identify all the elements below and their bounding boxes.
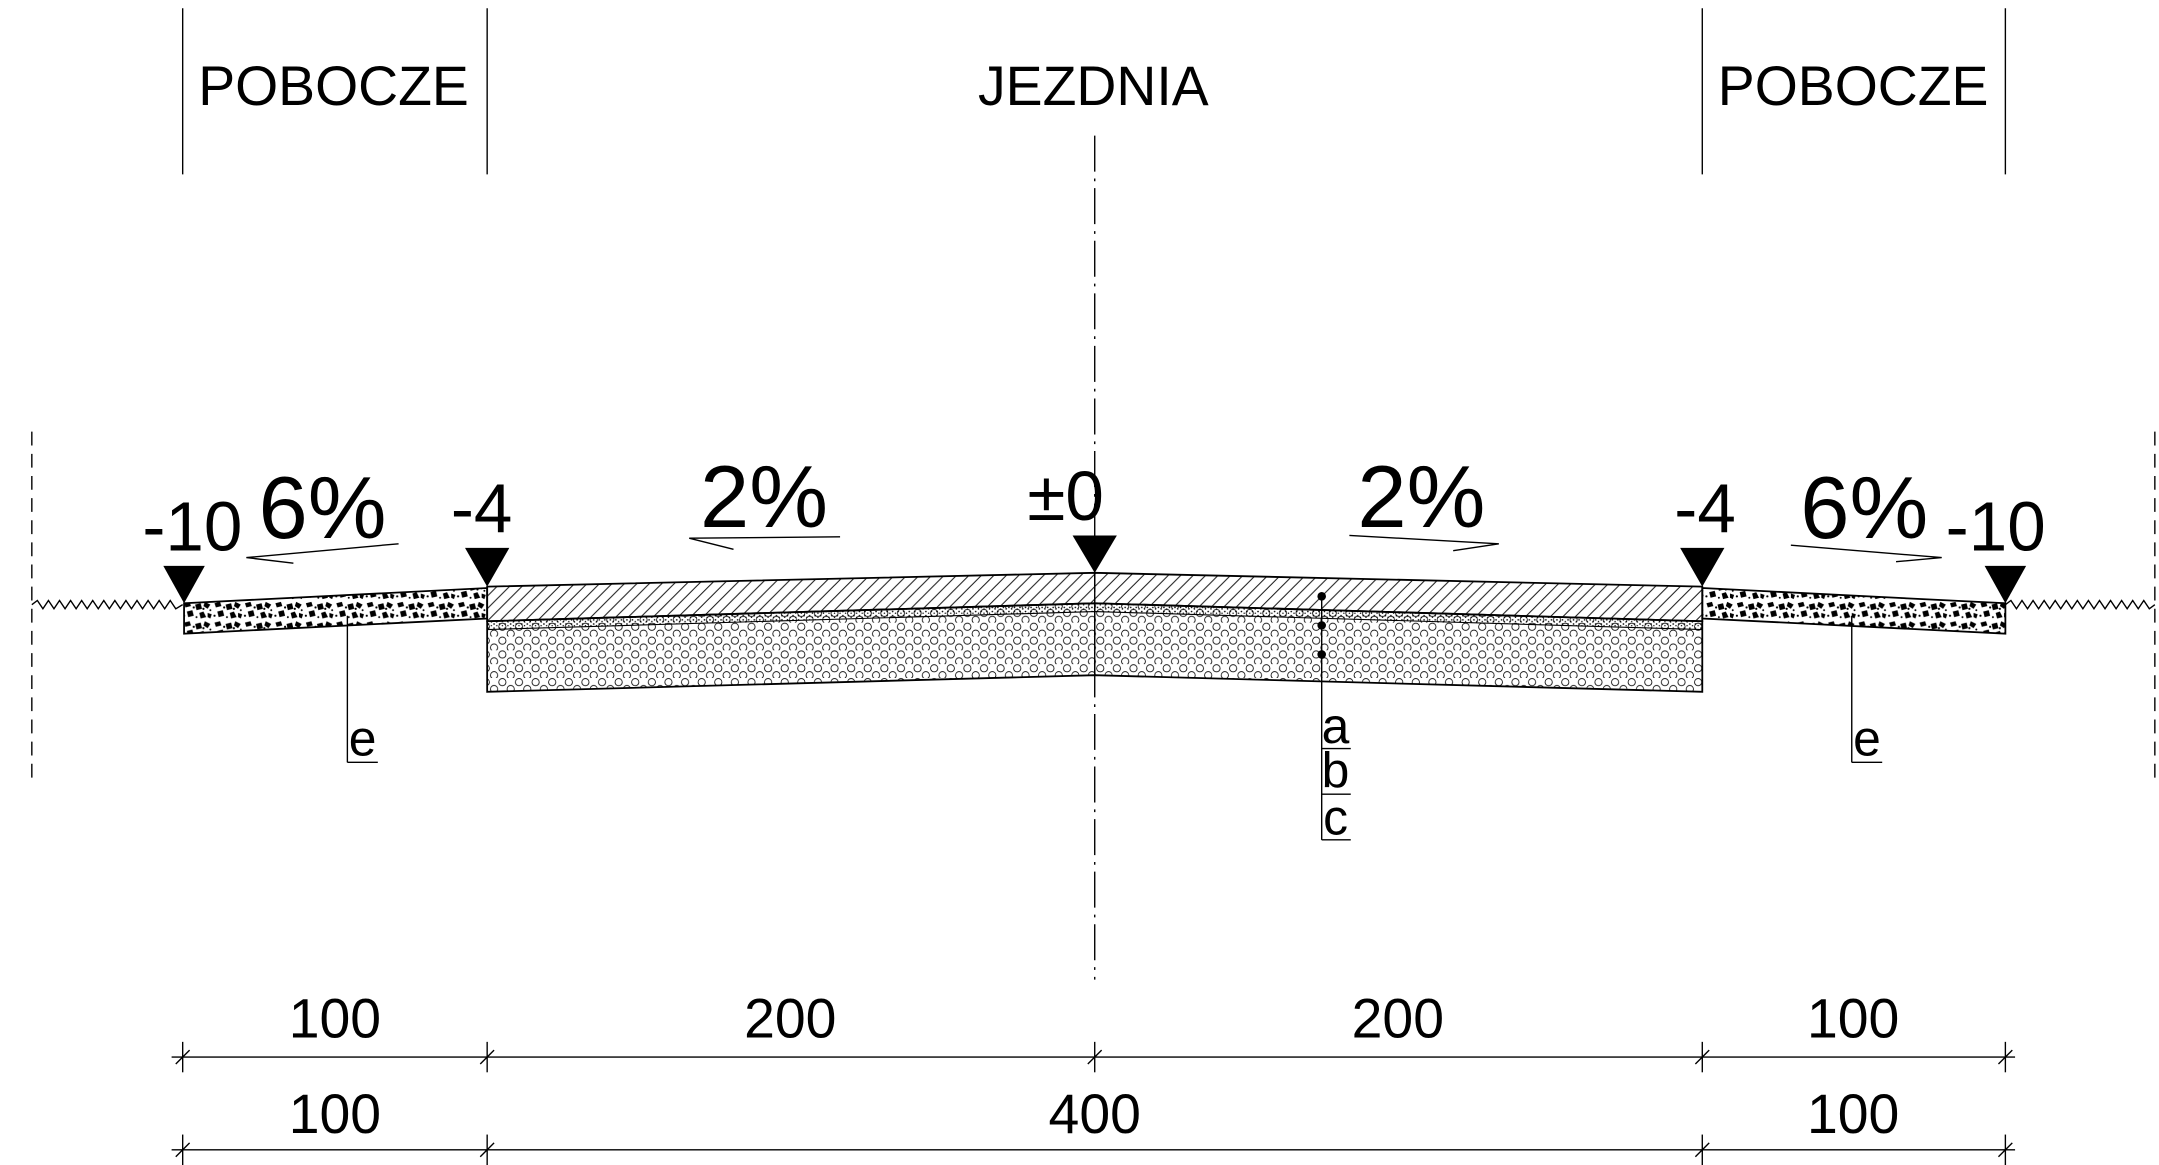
zone-label-right-shoulder: POBOCZE bbox=[1718, 55, 1989, 117]
dimension-row1-left-lane: 200 bbox=[744, 988, 836, 1050]
slope-arrow-left-shoulder bbox=[246, 543, 399, 564]
slope-arrow-left-carriageway bbox=[689, 536, 841, 550]
left-shoulder-body bbox=[183, 587, 489, 635]
right-shoulder-body bbox=[1701, 587, 2007, 635]
slope-label-left-carriageway: 2% bbox=[700, 447, 828, 546]
dimension-row1-right-lane: 200 bbox=[1352, 988, 1444, 1050]
terrain-line-right bbox=[2004, 599, 2156, 611]
layer-label-a: a bbox=[1322, 698, 1350, 754]
elevation-triangle-left-inner bbox=[465, 547, 510, 587]
elevation-right-edge: -10 bbox=[1946, 488, 2046, 566]
elevation-triangle-right-inner bbox=[1680, 547, 1725, 587]
dimension-lines bbox=[171, 1041, 2016, 1165]
elevation-triangle-axis bbox=[1072, 535, 1117, 573]
zone-label-left-shoulder: POBOCZE bbox=[198, 55, 469, 117]
elevation-right-inner: -4 bbox=[1674, 470, 1736, 548]
layer-label-b: b bbox=[1322, 742, 1350, 798]
slope-label-right-carriageway: 2% bbox=[1357, 447, 1485, 546]
elevation-left-edge: -10 bbox=[142, 488, 242, 566]
slope-label-left-shoulder: 6% bbox=[258, 458, 386, 557]
layer-label-c: c bbox=[1323, 789, 1348, 845]
elevation-axis: ±0 bbox=[1027, 457, 1103, 535]
dimension-row1-right-shoulder: 100 bbox=[1807, 988, 1899, 1050]
elevation-triangle-right-edge bbox=[1984, 565, 2027, 604]
slope-arrows bbox=[246, 534, 1942, 564]
terrain-line-left bbox=[31, 599, 184, 611]
slope-arrow-right-shoulder bbox=[1790, 544, 1942, 563]
dimension-row2-left-shoulder: 100 bbox=[289, 1083, 381, 1145]
slope-label-right-shoulder: 6% bbox=[1800, 458, 1928, 557]
layer-leaders bbox=[346, 592, 1883, 841]
dimension-row2-carriageway: 400 bbox=[1049, 1083, 1141, 1145]
dimension-row2-right-shoulder: 100 bbox=[1807, 1083, 1899, 1145]
layer-label-shoulder-left: e bbox=[349, 710, 377, 766]
elevation-left-inner: -4 bbox=[451, 470, 513, 548]
dimension-row1-left-shoulder: 100 bbox=[289, 988, 381, 1050]
elevation-triangle-left-edge bbox=[163, 565, 205, 604]
slope-arrow-right-carriageway bbox=[1349, 534, 1499, 552]
elevation-markers bbox=[163, 535, 2027, 604]
zone-label-carriageway: JEZDNIA bbox=[978, 55, 1209, 117]
layer-label-shoulder-right: e bbox=[1853, 710, 1881, 766]
zone-boundary-lines bbox=[181, 8, 2007, 175]
